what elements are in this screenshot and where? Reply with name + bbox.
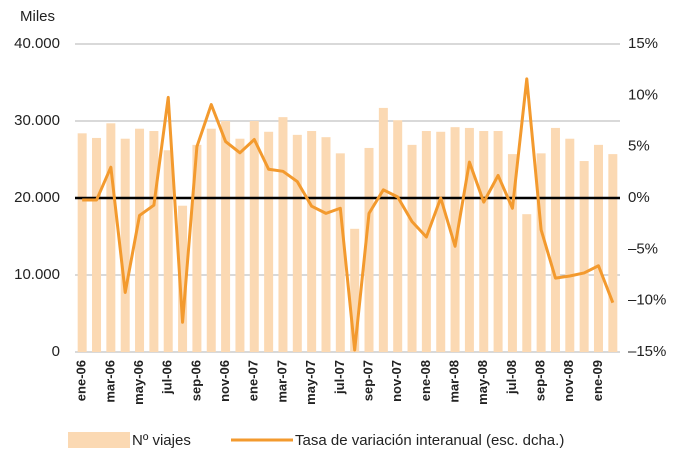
x-tick-label: ene-06 [74,360,89,401]
bar [163,150,173,352]
bar [149,131,159,352]
x-tick-label: jul-06 [160,360,175,395]
bar [421,131,431,352]
bar [120,138,130,352]
y2-tick-label: –5% [628,240,658,257]
bar [135,128,145,352]
x-tick-label: nov-07 [389,360,404,402]
x-tick-label: sep-07 [360,360,375,401]
bar [593,144,603,352]
bar [178,205,188,352]
x-tick-label: mar-07 [274,360,289,403]
x-tick-label: may-07 [303,360,318,405]
bar [307,131,317,352]
bar [393,120,403,352]
bar [235,138,245,352]
legend-swatch [68,432,130,448]
bar [579,161,589,352]
y-tick-label: 0 [52,343,60,360]
bar [493,131,503,352]
bar [92,137,102,352]
line [82,77,615,352]
x-tick-label: may-08 [475,360,490,405]
bar [407,144,417,352]
bar [565,138,575,352]
bar [479,131,489,352]
x-tick-label: ene-09 [590,360,605,401]
bar [608,154,618,352]
y-tick-label: 40.000 [14,35,60,52]
bar [321,137,331,352]
bar [550,127,560,353]
y2-tick-label: –15% [628,343,666,360]
y-tick-label: 20.000 [14,189,60,206]
y2-tick-label: 15% [628,35,658,52]
x-tick-label: jul-08 [504,360,519,395]
bar [436,131,446,352]
x-tick-label: sep-06 [188,360,203,401]
y2-tick-label: 5% [628,138,650,155]
y2-tick-label: 0% [628,189,650,206]
y-tick-label: 30.000 [14,112,60,129]
y-axis-label: Miles [20,8,55,25]
y2-tick-label: –10% [628,292,666,309]
bar [264,131,274,352]
bar [464,127,474,353]
x-tick-label: may-06 [131,360,146,405]
x-tick-label: mar-06 [102,360,117,403]
bar [350,228,360,352]
x-tick-label: jul-07 [332,360,347,395]
y2-tick-label: 10% [628,86,658,103]
legend-label: Tasa de variación interanual (esc. dcha.… [295,432,564,449]
x-tick-label: sep-08 [533,360,548,401]
bar [106,123,116,352]
bar [364,147,374,352]
bar [507,154,517,352]
bar [206,128,216,352]
x-tick-label: ene-08 [418,360,433,401]
bar [278,117,288,353]
bar [536,153,546,352]
x-tick-label: nov-08 [561,360,576,402]
x-tick-label: ene-07 [246,360,261,401]
bar [292,134,302,352]
bar [522,214,532,352]
bar [378,107,388,352]
bar [249,121,259,352]
x-tick-label: mar-08 [447,360,462,403]
bar [77,133,87,352]
bar [221,121,231,352]
y-tick-label: 10.000 [14,266,60,283]
bar [335,153,345,352]
bar [192,144,202,352]
x-tick-label: nov-06 [217,360,232,402]
legend-label: Nº viajes [132,432,191,449]
